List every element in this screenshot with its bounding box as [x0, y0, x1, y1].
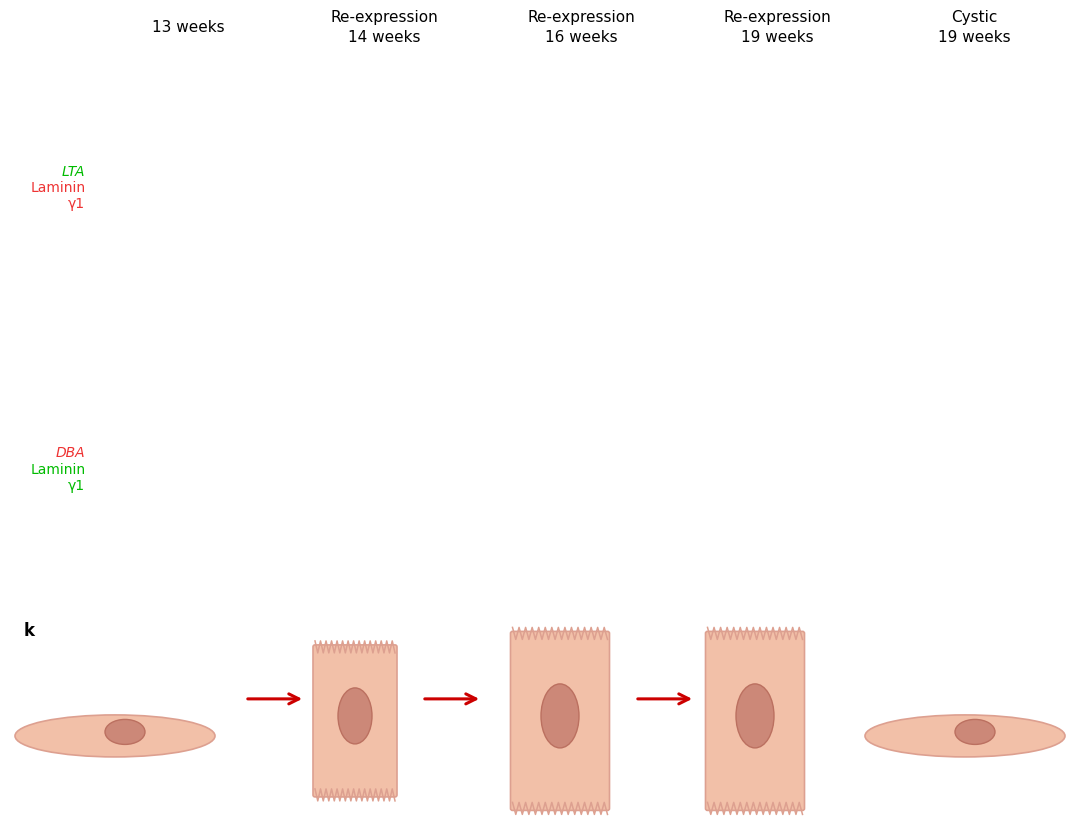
Text: Re-expression: Re-expression [527, 10, 635, 25]
Text: Laminin: Laminin [30, 181, 85, 195]
Bar [945, 376, 1049, 435]
Text: a: a [102, 67, 112, 81]
Bar [940, 103, 1051, 176]
Text: i: i [888, 67, 893, 81]
Bar [159, 68, 259, 122]
Text: Cystic: Cystic [951, 10, 997, 25]
Text: j: j [888, 348, 893, 363]
Text: DBA: DBA [56, 446, 85, 461]
Text: k: k [24, 622, 35, 640]
Ellipse shape [735, 684, 774, 748]
Text: g: g [691, 67, 702, 81]
Bar [524, 73, 643, 144]
Text: c: c [298, 67, 307, 81]
Text: Re-expression: Re-expression [724, 10, 832, 25]
Bar [728, 387, 847, 461]
Text: 19 weeks: 19 weeks [937, 30, 1011, 45]
Text: γ1: γ1 [68, 197, 85, 212]
Text: b: b [102, 348, 112, 363]
FancyBboxPatch shape [511, 631, 609, 810]
Bar [107, 381, 207, 443]
Text: Re-expression: Re-expression [330, 10, 438, 25]
Ellipse shape [541, 684, 579, 748]
Text: d: d [298, 348, 309, 363]
Ellipse shape [338, 688, 372, 744]
Bar [697, 69, 835, 128]
Text: 14 weeks: 14 weeks [348, 30, 421, 45]
Text: 19 weeks: 19 weeks [741, 30, 814, 45]
Bar [323, 92, 438, 179]
Text: h: h [691, 348, 702, 363]
Bar [535, 384, 638, 452]
Text: γ1: γ1 [68, 479, 85, 493]
Text: 13 weeks: 13 weeks [151, 21, 225, 35]
FancyBboxPatch shape [705, 631, 805, 810]
Text: f: f [495, 348, 501, 363]
Text: e: e [495, 67, 505, 81]
Bar [323, 366, 438, 443]
Ellipse shape [955, 719, 995, 745]
FancyBboxPatch shape [313, 645, 397, 797]
Ellipse shape [105, 719, 145, 745]
Ellipse shape [15, 715, 215, 757]
Text: Laminin: Laminin [30, 462, 85, 477]
Text: LTA: LTA [62, 164, 85, 179]
Text: 16 weeks: 16 weeks [544, 30, 618, 45]
Ellipse shape [865, 715, 1065, 757]
